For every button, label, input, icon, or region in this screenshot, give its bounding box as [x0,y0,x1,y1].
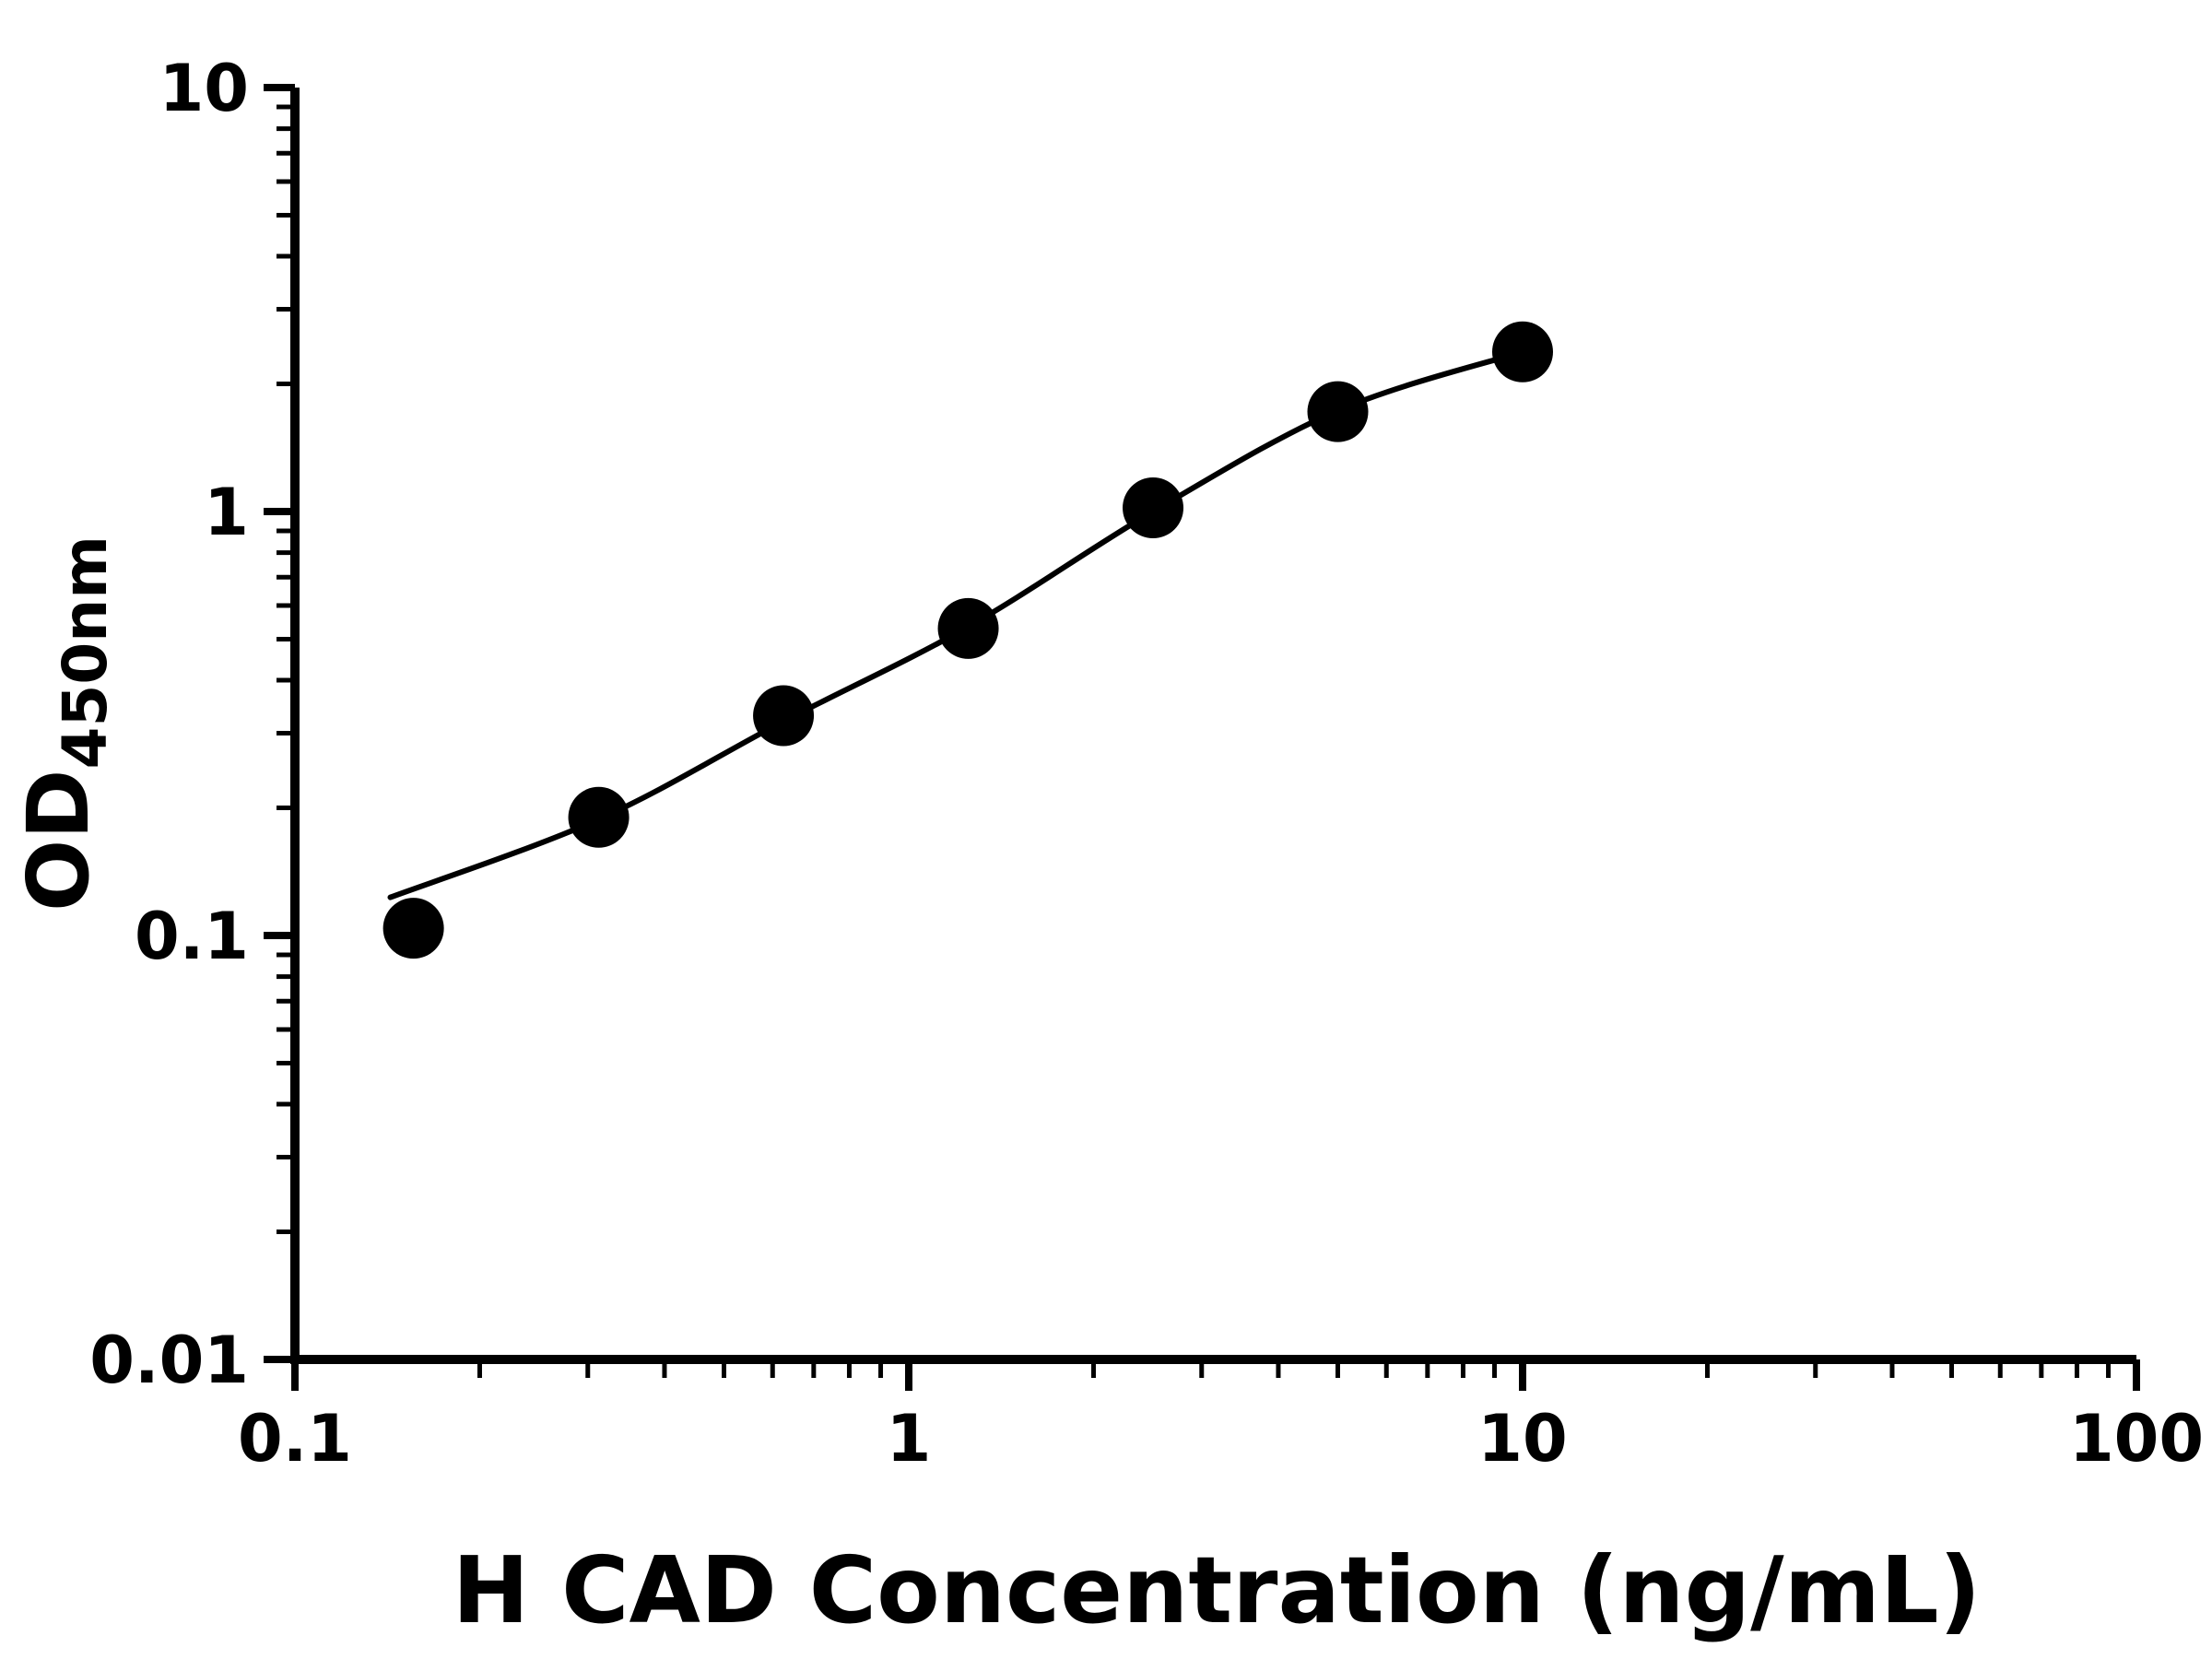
x-axis-title: H CAD Concentration (ng/mL) [453,1536,1982,1644]
data-point-marker [568,786,629,848]
y-axis-title: OD450nm [9,535,121,912]
y-axis-title-main: OD [9,769,108,912]
data-point-marker [753,685,815,747]
data-point-marker [1307,381,1369,442]
x-tick-label: 1 [887,1401,932,1477]
data-point-marker [1492,321,1553,382]
x-tick-label: 0.1 [238,1401,352,1477]
y-tick-label: 10 [159,51,249,126]
y-tick-label: 1 [204,475,249,550]
data-point-marker [382,898,444,959]
y-tick-label: 0.1 [135,899,249,974]
data-point-marker [937,597,999,659]
x-tick-label: 100 [2069,1401,2204,1477]
x-tick-label: 10 [1477,1401,1567,1477]
y-axis-title-subscript: 450nm [50,535,121,770]
y-tick-label: 0.01 [89,1323,249,1398]
data-point-marker [1123,477,1184,539]
